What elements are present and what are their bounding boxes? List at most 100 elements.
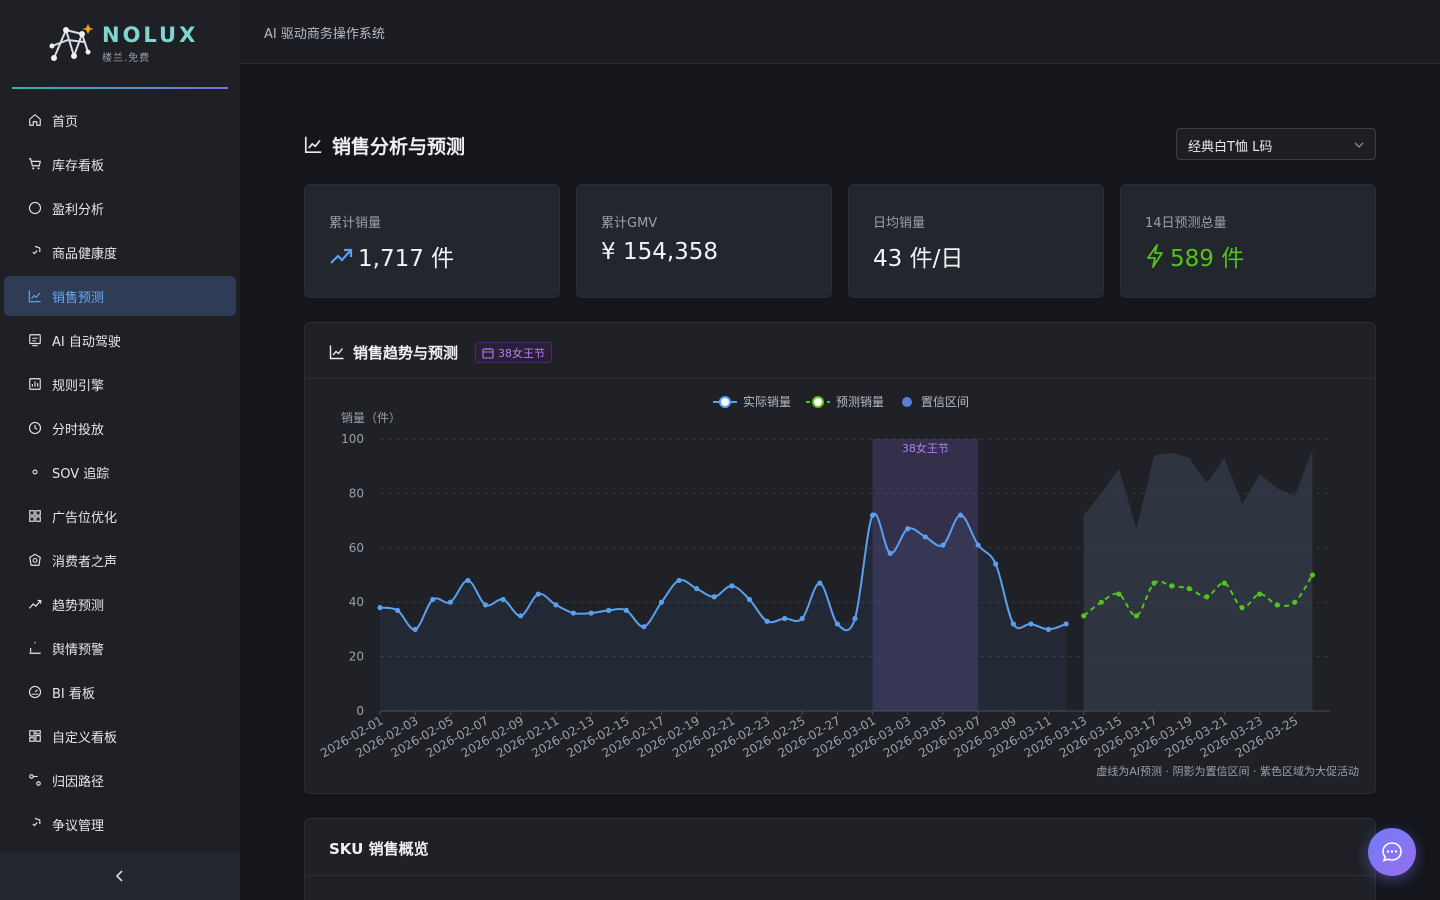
dollar-icon [28, 201, 42, 215]
sidebar-item[interactable]: SOV 追踪 [4, 452, 236, 492]
sidebar-collapse-button[interactable] [0, 852, 240, 900]
sidebar-item[interactable]: 趋势预测 [4, 584, 236, 624]
kpi-value-text: 589 件 [1170, 246, 1245, 272]
forecast-point [1133, 613, 1140, 619]
sidebar-item-label: 趋势预测 [52, 598, 105, 614]
sku-overview-card: SKU 销售概览 [304, 818, 1376, 900]
alarm-icon [29, 641, 41, 654]
sku-select-value: 经典白T恤 L码 [1188, 140, 1273, 155]
line-chart-icon [28, 290, 41, 303]
brand-tagline: 楼兰.免费 [102, 53, 151, 64]
actual-point [1028, 621, 1034, 627]
actual-point [975, 542, 981, 548]
kpi-label: 累计GMV [601, 216, 658, 231]
page-header: 销售分析与预测 经典白T恤 L码 [304, 128, 1376, 162]
y-tick-label: 40 [349, 595, 364, 609]
card-header: 销售趋势与预测 38女王节 [305, 323, 1375, 379]
sidebar-item[interactable]: 归因路径 [4, 760, 236, 800]
sidebar-item[interactable]: 舆情预警 [4, 628, 236, 668]
shield-check-icon [32, 817, 41, 827]
sku-select[interactable]: 经典白T恤 L码 [1176, 128, 1376, 160]
kpi-label: 日均销量 [873, 216, 926, 231]
actual-point [922, 534, 928, 540]
sidebar-item-label: 争议管理 [52, 818, 105, 834]
actual-point [746, 596, 753, 603]
sidebar-item[interactable]: 消费者之声 [4, 540, 236, 580]
actual-point [887, 550, 893, 556]
eye-icon [32, 469, 38, 475]
sidebar-item[interactable]: AI 自动驾驶 [4, 320, 236, 360]
actual-point [799, 615, 805, 622]
logo-mark-icon [49, 24, 94, 61]
forecast-point [1257, 591, 1263, 597]
path-icon [29, 774, 41, 786]
trend-icon [28, 599, 42, 609]
chat-assistant-button[interactable] [1368, 828, 1416, 876]
rise-icon [330, 248, 353, 264]
actual-point [377, 605, 383, 611]
sidebar-item[interactable]: 分时投放 [4, 408, 236, 448]
sidebar-item[interactable]: 销售预测 [4, 276, 236, 316]
line-chart-icon [329, 345, 344, 360]
y-axis-label: 销量（件） [341, 411, 401, 425]
actual-point [641, 624, 647, 630]
kpi-value: ¥ 154,358 [601, 239, 718, 265]
kpi-value: 1,717 件 [329, 239, 454, 273]
sidebar-item[interactable]: 库存看板 [4, 144, 236, 184]
sidebar-item[interactable]: 商品健康度 [4, 232, 236, 272]
chevron-left-icon [115, 870, 123, 882]
sidebar-item-label: 首页 [52, 114, 79, 130]
kpi-row: 累计销量 1,717 件 累计GMV ¥ 154,358 日均销量 43 件/日… [304, 184, 1376, 298]
kpi-value: 589 件 [1145, 239, 1244, 273]
sidebar-item-label: 舆情预警 [52, 642, 105, 658]
sidebar-item[interactable]: 首页 [4, 100, 236, 140]
sidebar-item[interactable]: 盈利分析 [4, 188, 236, 228]
robot-icon [29, 334, 41, 347]
actual-point [1063, 621, 1069, 627]
actual-point [834, 621, 841, 627]
chart-footnote: 虚线为AI预测 · 阴影为置信区间 · 紫色区域为大促活动 [1096, 765, 1359, 778]
sidebar-item-label: 自定义看板 [52, 730, 118, 746]
dashboard-icon [28, 685, 42, 699]
sidebar-item-label: 规则引擎 [52, 378, 105, 394]
y-tick-label: 0 [356, 704, 364, 718]
rules-icon [29, 378, 41, 390]
actual-point [394, 607, 401, 613]
actual-point [500, 596, 506, 603]
voice-icon [29, 553, 41, 566]
actual-point [1010, 621, 1016, 627]
sidebar-item[interactable]: BI 看板 [4, 672, 236, 712]
sidebar-item-label: 盈利分析 [52, 202, 105, 218]
forecast-point [1081, 613, 1087, 619]
brand-logo[interactable]: NOLUX 楼兰.免费 [48, 20, 198, 68]
actual-point [606, 607, 612, 613]
actual-point [553, 602, 559, 608]
legend-label: 置信区间 [921, 395, 969, 409]
forecast-point [1151, 580, 1157, 586]
actual-point [570, 610, 577, 616]
actual-point [518, 613, 524, 619]
sales-trend-card: 销售趋势与预测 38女王节 实际销量 预测销量 置信区间 销量（件） 0 20 40 60 80… [304, 322, 1376, 794]
actual-point [764, 618, 770, 624]
brand-name: NOLUX [102, 23, 199, 47]
legend-label: 预测销量 [836, 395, 884, 409]
sidebar-item[interactable]: 争议管理 [4, 804, 236, 844]
actual-point [940, 542, 946, 548]
actual-point [817, 580, 823, 586]
promo-band [872, 439, 979, 711]
forecast-point [1116, 591, 1122, 597]
sidebar-item[interactable]: 规则引擎 [4, 364, 236, 404]
kpi-label: 14日预测总量 [1145, 216, 1227, 231]
page-title: 销售分析与预测 [332, 136, 466, 158]
sidebar-item[interactable]: 自定义看板 [4, 716, 236, 756]
top-bar: AI 驱动商务操作系统 [240, 0, 1440, 64]
event-tag: 38女王节 [475, 342, 552, 363]
sidebar-item[interactable]: 广告位优化 [4, 496, 236, 536]
legend-marker [902, 397, 912, 407]
sidebar-item-label: 广告位优化 [52, 510, 118, 526]
shield-check-icon [32, 245, 41, 255]
forecast-point [1098, 599, 1104, 605]
home-icon [29, 114, 41, 126]
calendar-icon [482, 347, 494, 359]
forecast-point [1204, 594, 1210, 600]
